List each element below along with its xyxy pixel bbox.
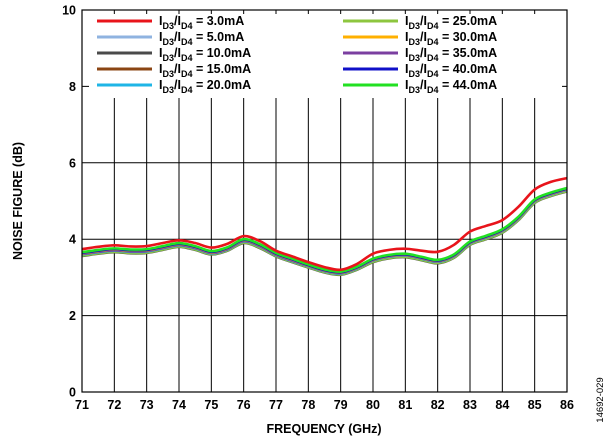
y-tick-labels: 0 2 4 6 8 10 xyxy=(62,4,76,400)
legend-label: ID3/ID4 = 3.0mA xyxy=(159,14,244,31)
x-tick-label: 77 xyxy=(269,398,283,412)
x-tick-label: 72 xyxy=(107,398,121,412)
x-tick-label: 83 xyxy=(463,398,477,412)
legend-label: ID3/ID4 = 5.0mA xyxy=(159,30,244,47)
series-lines xyxy=(81,176,568,277)
x-tick-label: 78 xyxy=(301,398,315,412)
legend-label: ID3/ID4 = 30.0mA xyxy=(405,30,497,47)
y-tick-label: 0 xyxy=(69,386,76,400)
x-tick-label: 74 xyxy=(172,398,186,412)
y-tick-label: 2 xyxy=(69,309,76,323)
x-tick-label: 84 xyxy=(495,398,509,412)
x-tick-label: 75 xyxy=(204,398,218,412)
legend-label: ID3/ID4 = 25.0mA xyxy=(405,14,497,31)
series-line-9 xyxy=(81,186,568,274)
x-tick-label: 82 xyxy=(431,398,445,412)
x-tick-label: 79 xyxy=(334,398,348,412)
legend-background xyxy=(89,14,562,98)
legend-label: ID3/ID4 = 44.0mA xyxy=(405,78,497,95)
y-tick-label: 4 xyxy=(69,233,76,247)
y-tick-label: 6 xyxy=(69,156,76,170)
y-tick-label: 10 xyxy=(62,4,76,18)
series-line-0 xyxy=(81,176,568,272)
series-line-7 xyxy=(81,188,568,275)
x-tick-label: 80 xyxy=(366,398,380,412)
x-tick-label: 81 xyxy=(398,398,412,412)
x-tick-label: 86 xyxy=(560,398,574,412)
x-tick-label: 85 xyxy=(528,398,542,412)
y-axis-label: NOISE FIGURE (dB) xyxy=(11,142,25,260)
legend-label: ID3/ID4 = 20.0mA xyxy=(159,78,251,95)
x-tick-label: 73 xyxy=(140,398,154,412)
legend-label: ID3/ID4 = 35.0mA xyxy=(405,46,497,63)
plot-frame xyxy=(81,9,568,393)
series-line-1 xyxy=(81,188,568,275)
legend-label: ID3/ID4 = 10.0mA xyxy=(159,46,251,63)
series-line-8 xyxy=(81,187,568,274)
x-tick-label: 71 xyxy=(75,398,89,412)
series-line-6 xyxy=(81,187,568,275)
x-tick-labels: 71 72 73 74 75 76 77 78 79 80 81 82 83 84 85 86 xyxy=(75,398,574,412)
legend-label: ID3/ID4 = 15.0mA xyxy=(159,62,251,79)
figure-id: 14692-029 xyxy=(595,377,606,422)
x-tick-label: 76 xyxy=(237,398,251,412)
y-tick-label: 8 xyxy=(69,80,76,94)
legend-label: ID3/ID4 = 40.0mA xyxy=(405,62,497,79)
x-axis-label: FREQUENCY (GHz) xyxy=(266,422,381,436)
